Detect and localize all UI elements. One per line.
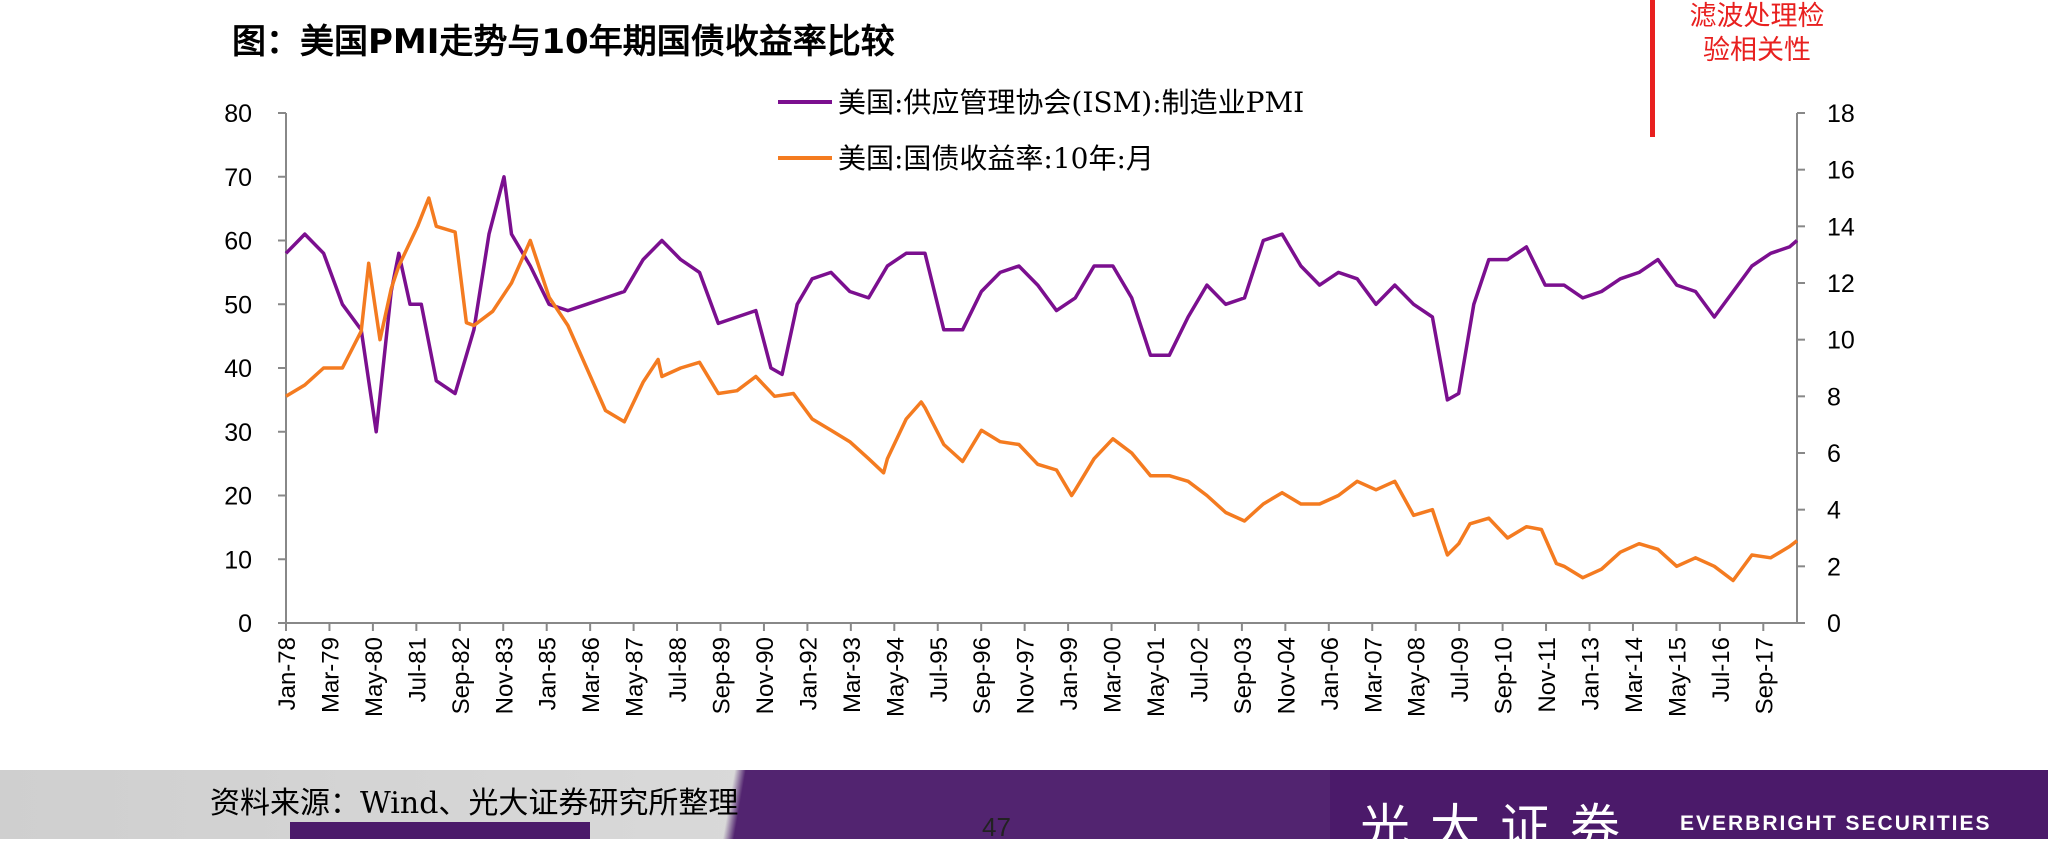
- x-tick-label: Jul-95: [926, 637, 953, 702]
- legend-yield-label: 美国:国债收益率:10年:月: [838, 142, 1154, 175]
- left-tick-label: 40: [224, 355, 252, 383]
- x-tick-label: May-15: [1664, 637, 1691, 717]
- brand-logo-en: EVERBRIGHT SECURITIES: [1680, 812, 1992, 835]
- x-tick-label: Nov-97: [1013, 637, 1040, 714]
- footer-stripe: [290, 822, 590, 839]
- right-tick-label: 6: [1827, 440, 1841, 468]
- annotation-line-1: 滤波处理检: [1689, 1, 1825, 32]
- x-tick-label: Mar-00: [1100, 637, 1127, 713]
- legend-pmi-label: 美国:供应管理协会(ISM):制造业PMI: [838, 86, 1304, 119]
- right-axis-ticks: 0 2 4 6 8 10 12 14 16 18: [1797, 100, 1855, 638]
- chart-axes: [285, 113, 1798, 624]
- right-tick-label: 16: [1827, 157, 1855, 185]
- x-tick-label: Jul-88: [665, 637, 692, 702]
- x-tick-label: Nov-04: [1273, 637, 1300, 714]
- right-tick-label: 12: [1827, 270, 1855, 298]
- line-chart: 0 10 20 30 40 50 60 70 80 0 2 4 6 8 10 12 14 16 18 Jan-78…: [224, 86, 1855, 717]
- x-tick-label: Jan-06: [1317, 637, 1344, 710]
- right-tick-label: 14: [1827, 213, 1855, 241]
- legend: 美国:供应管理协会(ISM):制造业PMI 美国:国债收益率:10年:月: [778, 86, 1304, 175]
- left-axis-ticks: 0 10 20 30 40 50 60 70 80: [224, 100, 286, 638]
- annotation-line-2: 验相关性: [1703, 35, 1811, 66]
- page-number: 47: [982, 812, 1011, 842]
- x-tick-label: Sep-03: [1230, 637, 1257, 714]
- x-tick-label: May-87: [622, 637, 649, 717]
- x-tick-label: May-01: [1143, 637, 1170, 717]
- x-tick-label: May-94: [882, 637, 909, 717]
- x-tick-label: Mar-79: [317, 637, 344, 713]
- x-tick-label: Jan-92: [795, 637, 822, 710]
- x-tick-label: Jul-81: [404, 637, 431, 702]
- series-lines: [284, 175, 1799, 583]
- x-tick-label: Nov-83: [491, 637, 518, 714]
- x-tick-label: Nov-11: [1534, 637, 1561, 713]
- x-tick-label: Mar-86: [578, 637, 605, 713]
- annotation-bar: [1650, 0, 1655, 137]
- right-tick-label: 8: [1827, 383, 1841, 411]
- right-tick-label: 4: [1827, 497, 1841, 525]
- right-tick-label: 2: [1827, 553, 1841, 581]
- left-tick-label: 30: [224, 419, 252, 447]
- x-tick-label: Mar-07: [1360, 637, 1387, 713]
- x-tick-label: Jan-85: [535, 637, 562, 710]
- x-tick-label: Sep-82: [448, 637, 475, 714]
- source-note: 资料来源：Wind、光大证券研究所整理: [210, 786, 739, 821]
- left-tick-label: 20: [224, 483, 252, 511]
- x-tick-label: Mar-93: [839, 637, 866, 713]
- brand-logo-cn: 光大证券: [1360, 799, 1640, 857]
- x-tick-label: Sep-10: [1491, 637, 1518, 714]
- x-tick-label: Jul-16: [1708, 637, 1735, 702]
- right-tick-label: 10: [1827, 327, 1855, 355]
- x-tick-label: May-08: [1404, 637, 1431, 717]
- x-tick-label: Jan-13: [1578, 637, 1605, 710]
- x-tick-label: Sep-89: [709, 637, 736, 714]
- left-tick-label: 60: [224, 228, 252, 256]
- right-tick-label: 18: [1827, 100, 1855, 128]
- x-tick-label: Jan-78: [274, 637, 301, 710]
- x-tick-label: Mar-14: [1621, 637, 1648, 713]
- left-tick-label: 50: [224, 291, 252, 319]
- x-tick-label: Jul-02: [1186, 637, 1213, 702]
- chart-title: 图：美国PMI走势与10年期国债收益率比较: [232, 22, 895, 62]
- x-tick-label: Sep-17: [1751, 637, 1778, 714]
- left-tick-label: 0: [238, 610, 252, 638]
- series-pmi-line: [284, 175, 1799, 434]
- left-tick-label: 10: [224, 546, 252, 574]
- x-tick-label: May-80: [361, 637, 388, 717]
- x-tick-label: Nov-90: [752, 637, 779, 714]
- x-tick-label: Jul-09: [1447, 637, 1474, 702]
- x-tick-label: Jan-99: [1056, 637, 1083, 710]
- footer-brand-panel: [1330, 770, 2048, 839]
- x-tick-label: Sep-96: [969, 637, 996, 714]
- x-axis-ticks: Jan-78 Mar-79 May-80 Jul-81 Sep-82 Nov-83 Jan-…: [274, 623, 1778, 717]
- left-tick-label: 80: [224, 100, 252, 128]
- series-yield-line: [285, 196, 1799, 583]
- left-tick-label: 70: [224, 164, 252, 192]
- right-tick-label: 0: [1827, 610, 1841, 638]
- annotation-note: 滤波处理检 验相关性: [1652, 0, 1862, 68]
